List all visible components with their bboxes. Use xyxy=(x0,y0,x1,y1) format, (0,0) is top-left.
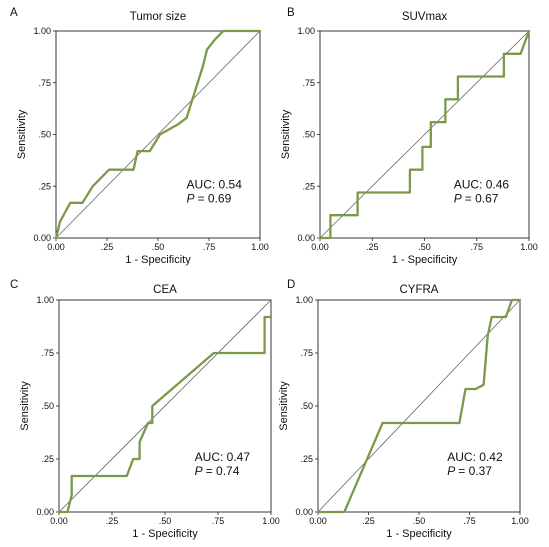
reference-diagonal-line xyxy=(319,30,530,239)
p-value-annotation: P = 0.67 xyxy=(454,191,499,205)
x-tick-label: .75 xyxy=(212,516,225,526)
p-symbol: P xyxy=(454,191,462,205)
y-axis-title: Sensitivity xyxy=(16,109,28,159)
x-tick-label: .50 xyxy=(413,516,426,526)
y-tick-label: 1.00 xyxy=(36,295,54,305)
p-symbol: P xyxy=(187,191,195,205)
x-tick-label: .75 xyxy=(463,516,476,526)
p-value-annotation: P = 0.37 xyxy=(447,464,492,478)
y-tick-label: .50 xyxy=(300,401,313,411)
panel-title: CYFRA xyxy=(400,284,439,296)
auc-annotation: AUC: 0.54 xyxy=(187,177,243,191)
roc-curve xyxy=(318,29,531,240)
y-tick-label: .50 xyxy=(38,130,51,140)
x-tick-label: 1.00 xyxy=(251,242,269,252)
y-tick-label: 1.00 xyxy=(295,295,313,305)
auc-annotation: AUC: 0.47 xyxy=(195,450,251,464)
x-tick-label: 0.00 xyxy=(50,516,68,526)
x-tick-label: 1.00 xyxy=(262,516,280,526)
x-tick-label: .25 xyxy=(366,242,379,252)
panel-c: C CEA 0.00 .25 .50 .75 1.00 0.00 .25 .50 .75 1.00 1 … xyxy=(10,279,280,540)
x-axis-title: 1 - Specificity xyxy=(125,254,191,266)
x-tick-label: .75 xyxy=(470,242,483,252)
p-value: = 0.67 xyxy=(465,191,499,205)
p-value: = 0.69 xyxy=(198,191,232,205)
panel-title: SUVmax xyxy=(402,11,448,23)
y-tick-label: 0.00 xyxy=(36,507,54,517)
y-tick-label: 0.00 xyxy=(295,507,313,517)
roc-curve xyxy=(57,315,273,514)
auc-annotation: AUC: 0.46 xyxy=(454,177,510,191)
p-symbol: P xyxy=(447,464,455,478)
y-tick-label: 0.00 xyxy=(33,233,51,243)
x-tick-label: 1.00 xyxy=(520,242,538,252)
y-tick-label: .25 xyxy=(38,181,51,191)
reference-diagonal-line xyxy=(317,299,521,513)
roc-curve xyxy=(54,29,262,240)
auc-annotation: AUC: 0.42 xyxy=(447,450,503,464)
panel-title: Tumor size xyxy=(130,11,186,23)
y-tick-label: 1.00 xyxy=(297,26,315,36)
y-tick-label: .50 xyxy=(302,130,315,140)
panel-d: D CYFRA 0.00 .25 .50 .75 1.00 0.00 .25 .50 .75 1.00… xyxy=(278,279,529,540)
x-tick-label: 0.00 xyxy=(47,242,65,252)
x-tick-label: 0.00 xyxy=(309,516,327,526)
y-tick-label: .25 xyxy=(300,454,313,464)
y-tick-label: 1.00 xyxy=(33,26,51,36)
p-value-annotation: P = 0.74 xyxy=(195,464,240,478)
panel-a: A Tumor size 0.00 .25 .50 .75 1.00 0.00 .25 .50 .7… xyxy=(10,7,269,266)
panel-letter: C xyxy=(10,279,18,291)
x-tick-label: 0.00 xyxy=(311,242,329,252)
x-tick-label: .75 xyxy=(203,242,216,252)
panel-letter: B xyxy=(287,7,295,19)
y-tick-label: .50 xyxy=(41,401,54,411)
y-tick-label: 0.00 xyxy=(297,233,315,243)
x-tick-label: .25 xyxy=(101,242,114,252)
x-tick-label: .25 xyxy=(106,516,119,526)
y-tick-label: .75 xyxy=(38,78,51,88)
y-axis-title: Sensitivity xyxy=(278,381,290,431)
y-tick-label: .25 xyxy=(41,454,54,464)
p-value-annotation: P = 0.69 xyxy=(187,191,232,205)
y-tick-label: .25 xyxy=(302,181,315,191)
x-axis-title: 1 - Specificity xyxy=(386,528,452,540)
roc-curve xyxy=(316,298,522,514)
panel-letter: A xyxy=(10,7,18,19)
reference-diagonal-line xyxy=(55,30,261,239)
p-value: = 0.37 xyxy=(458,464,492,478)
p-value: = 0.74 xyxy=(206,464,240,478)
panel-title: CEA xyxy=(153,284,177,296)
x-axis-title: 1 - Specificity xyxy=(392,254,458,266)
x-tick-label: .50 xyxy=(159,516,172,526)
panel-b: B SUVmax 0.00 .25 .50 .75 1.00 0.00 .25 .50 .75 1.0… xyxy=(280,7,538,266)
y-axis-title: Sensitivity xyxy=(280,109,292,159)
panel-letter: D xyxy=(287,279,295,291)
p-symbol: P xyxy=(195,464,203,478)
y-axis-title: Sensitivity xyxy=(19,381,31,431)
x-tick-label: .25 xyxy=(362,516,375,526)
y-tick-label: .75 xyxy=(302,78,315,88)
x-tick-label: .50 xyxy=(418,242,431,252)
y-tick-label: .75 xyxy=(41,348,54,358)
x-tick-label: 1.00 xyxy=(511,516,529,526)
x-axis-title: 1 - Specificity xyxy=(132,528,198,540)
x-tick-label: .50 xyxy=(152,242,165,252)
y-tick-label: .75 xyxy=(300,348,313,358)
